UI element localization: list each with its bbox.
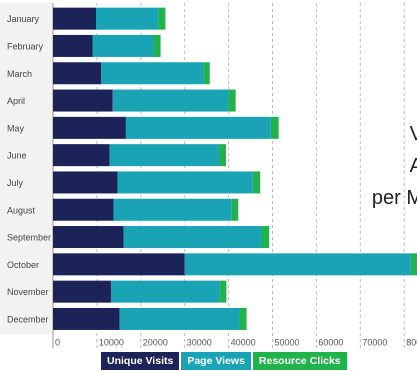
bar-unique-visits: [53, 226, 124, 249]
bar-page-views: [117, 171, 253, 194]
bar-page-views: [125, 116, 271, 139]
bar-unique-visits: [53, 34, 93, 57]
x-tick-label: 70000: [362, 338, 387, 348]
bar-resource-clicks: [231, 198, 239, 221]
category-label: March: [7, 69, 32, 79]
category-label: July: [7, 178, 24, 188]
legend-label-resource-clicks: Resource Clicks: [258, 355, 341, 367]
category-label: October: [7, 260, 39, 270]
legend-label-page-views: Page Views: [187, 355, 245, 367]
category-label-gutter: [0, 3, 53, 335]
annotation-line-3: per M: [371, 187, 417, 209]
bar-page-views: [112, 89, 229, 112]
bar-unique-visits: [53, 7, 97, 30]
legend: Unique Visits Page Views Resource Clicks: [101, 352, 347, 370]
bar-unique-visits: [53, 171, 118, 194]
bar-page-views: [101, 62, 204, 85]
category-label: April: [7, 96, 25, 106]
x-tick-label: 0: [55, 338, 60, 348]
category-label: January: [7, 14, 40, 24]
bar-resource-clicks: [203, 62, 210, 85]
annotation-line-2: A: [409, 155, 417, 177]
bar-resource-clicks: [153, 34, 161, 57]
x-tick-label: 60000: [318, 338, 343, 348]
bar-page-views: [184, 253, 411, 276]
x-tick-label: 30000: [187, 338, 212, 348]
bar-resource-clicks: [270, 116, 279, 139]
category-label: February: [7, 41, 44, 51]
bar-unique-visits: [53, 253, 185, 276]
bar-unique-visits: [53, 307, 120, 330]
x-tick-label: 10000: [99, 338, 124, 348]
category-label: May: [7, 123, 25, 133]
bar-resource-clicks: [252, 171, 261, 194]
x-tick-label: 40000: [231, 338, 256, 348]
annotation-line-1: V: [409, 123, 417, 145]
legend-item-unique-visits: Unique Visits: [101, 352, 180, 370]
bar-unique-visits: [53, 198, 114, 221]
bar-page-views: [92, 34, 154, 57]
bar-unique-visits: [53, 89, 113, 112]
legend-label-unique-visits: Unique Visits: [107, 355, 174, 367]
bar-page-views: [123, 226, 262, 249]
bar-page-views: [119, 307, 240, 330]
bar-page-views: [109, 144, 219, 167]
x-tick-label: 80000: [406, 338, 417, 348]
category-label: August: [7, 205, 36, 215]
category-label: September: [7, 233, 51, 243]
bar-page-views: [110, 280, 220, 303]
category-label: June: [7, 151, 27, 161]
x-tick-label: 20000: [143, 338, 168, 348]
x-tick-label: 50000: [275, 338, 300, 348]
category-label: November: [7, 287, 49, 297]
bar-unique-visits: [53, 62, 102, 85]
bar-resource-clicks: [219, 280, 227, 303]
bar-unique-visits: [53, 144, 110, 167]
legend-item-page-views: Page Views: [181, 352, 251, 370]
bar-resource-clicks: [239, 307, 247, 330]
bar-page-views: [113, 198, 232, 221]
bar-resource-clicks: [158, 7, 166, 30]
bar-unique-visits: [53, 280, 111, 303]
bar-page-views: [96, 7, 159, 30]
bar-resource-clicks: [218, 144, 226, 167]
legend-item-resource-clicks: Resource Clicks: [252, 352, 347, 370]
bar-resource-clicks: [261, 226, 269, 249]
bar-resource-clicks: [410, 253, 417, 276]
bar-unique-visits: [53, 116, 126, 139]
bar-resource-clicks: [228, 89, 236, 112]
partial-annotation-text: V A per M: [372, 118, 417, 214]
category-label: December: [7, 314, 49, 324]
